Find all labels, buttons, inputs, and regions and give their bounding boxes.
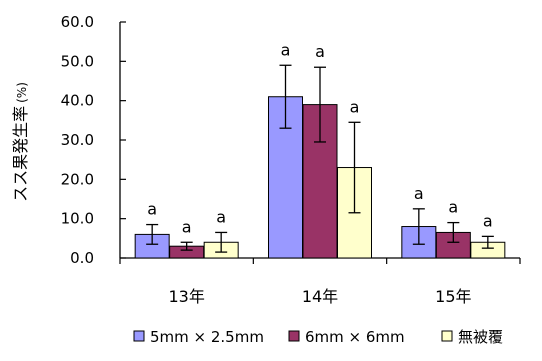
y-tick-label: 20.0 xyxy=(61,170,94,188)
significance-label: a xyxy=(281,40,291,59)
y-tick-label: 50.0 xyxy=(61,52,94,70)
y-axis-label: スス果発生率 (%) xyxy=(11,82,30,202)
y-axis-label-unit: (%) xyxy=(15,82,29,103)
y-axis-label-text: スス果発生率 xyxy=(11,106,30,202)
y-tick-label: 10.0 xyxy=(61,210,94,228)
significance-label: a xyxy=(315,42,325,61)
significance-label: a xyxy=(182,217,192,236)
x-category-label: 14年 xyxy=(302,287,338,306)
legend-swatch xyxy=(133,330,145,342)
significance-label: a xyxy=(483,211,493,230)
significance-label: a xyxy=(147,200,157,219)
significance-label: a xyxy=(216,207,226,226)
legend-swatch xyxy=(288,330,300,342)
y-tick-label: 60.0 xyxy=(61,13,94,31)
y-tick-label: 40.0 xyxy=(61,92,94,110)
legend: 5mm × 2.5mm 6mm × 6mm 無被覆 xyxy=(133,328,503,346)
x-category-label: 13年 xyxy=(168,287,204,306)
y-tick-label: 30.0 xyxy=(61,131,94,149)
significance-label: a xyxy=(448,198,458,217)
y-tick-label: 0.0 xyxy=(70,249,94,267)
significance-label: a xyxy=(350,97,360,116)
significance-label: a xyxy=(414,184,424,203)
plot-area: 0.0 10.0 20.0 30.0 40.0 50.0 60.0 13年 14年 15年 a a a a… xyxy=(61,13,521,306)
legend-swatch xyxy=(441,330,453,342)
legend-label: 5mm × 2.5mm xyxy=(150,328,264,346)
y-axis-title: スス果発生率 (%) xyxy=(11,82,30,202)
legend-label: 無被覆 xyxy=(458,328,503,346)
x-category-label: 15年 xyxy=(435,287,471,306)
legend-label: 6mm × 6mm xyxy=(305,328,405,346)
